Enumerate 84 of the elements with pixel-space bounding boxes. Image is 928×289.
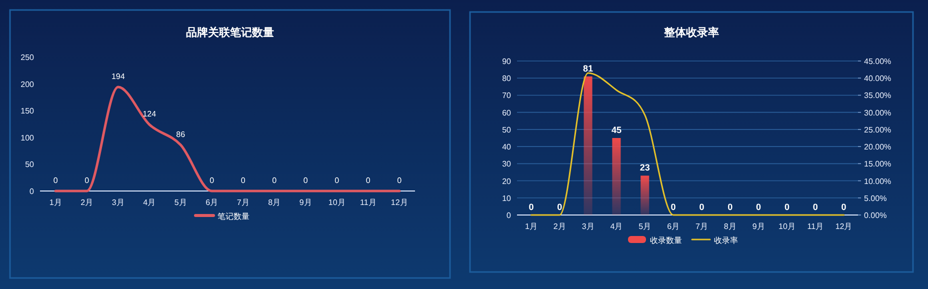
x-tick-label: 4月 (143, 198, 156, 207)
x-tick-label: 5月 (638, 222, 652, 231)
chart-title: 品牌关联笔记数量 (186, 26, 274, 39)
y-tick-label: 60 (502, 108, 512, 118)
x-tick-label: 4月 (610, 222, 623, 231)
legend-label: 笔记数量 (218, 212, 250, 221)
y-tick-label: 40 (502, 142, 512, 152)
y2-tick-label: 45.00% (864, 57, 892, 66)
y2-tick-label: 0.00% (864, 211, 887, 220)
y-tick-label: 250 (20, 53, 35, 62)
x-tick-label: 9月 (752, 222, 765, 231)
x-tick-label: 6月 (206, 198, 218, 207)
x-tick-label: 1月 (49, 198, 62, 207)
data-label: 0 (756, 202, 762, 212)
data-label: 0 (53, 176, 58, 185)
data-label: 45 (611, 125, 622, 135)
y-tick-label: 0 (30, 187, 35, 196)
data-label: 0 (670, 202, 676, 212)
data-label: 86 (176, 130, 186, 139)
y2-tick-label: 20.00% (864, 142, 892, 152)
y2-tick-label: 30.00% (864, 108, 892, 118)
data-label: 0 (366, 176, 371, 185)
x-tick-label: 5月 (174, 198, 187, 207)
data-label: 0 (699, 202, 704, 212)
y-tick-label: 50 (25, 160, 35, 170)
y2-tick-label: 15.00% (864, 160, 892, 169)
data-label: 0 (728, 202, 733, 212)
data-label: 81 (583, 63, 594, 74)
y-tick-label: 70 (502, 91, 512, 100)
data-label: 0 (84, 176, 90, 185)
x-tick-label: 11月 (807, 222, 824, 231)
data-label: 0 (812, 202, 818, 212)
data-label: 0 (841, 202, 846, 212)
y2-tick-label: 5.00% (864, 194, 887, 203)
x-tick-label: 2月 (553, 222, 566, 231)
bar (584, 76, 592, 215)
x-tick-label: 12月 (835, 222, 852, 231)
x-tick-label: 9月 (299, 198, 312, 207)
x-tick-label: 3月 (582, 222, 594, 231)
data-label: 0 (557, 202, 562, 212)
data-label: 23 (640, 162, 650, 173)
y-tick-label: 150 (20, 106, 35, 116)
x-tick-label: 3月 (112, 198, 124, 207)
legend-label: 收录数量 (650, 236, 682, 245)
data-label: 194 (111, 72, 126, 82)
y-tick-label: 100 (20, 133, 35, 142)
y-tick-label: 0 (506, 211, 512, 220)
y2-tick-label: 10.00% (864, 176, 892, 186)
data-label: 0 (784, 202, 790, 212)
x-tick-label: 10月 (328, 198, 346, 207)
y-tick-label: 10 (502, 194, 512, 203)
data-label: 0 (272, 176, 278, 185)
data-label: 0 (303, 176, 308, 185)
x-tick-label: 10月 (778, 222, 796, 231)
y-tick-label: 50 (502, 125, 512, 134)
legend-label: 收录率 (714, 236, 738, 245)
bar (612, 138, 621, 215)
y-tick-label: 90 (502, 57, 512, 66)
y2-tick-label: 40.00% (864, 74, 892, 84)
x-tick-label: 7月 (695, 222, 708, 231)
data-label: 0 (528, 202, 534, 212)
data-label: 0 (334, 176, 340, 185)
y-tick-label: 80 (502, 74, 512, 84)
y2-tick-label: 35.00% (864, 91, 892, 100)
y-tick-label: 30 (502, 160, 512, 169)
bar (640, 176, 650, 215)
x-tick-label: 11月 (360, 198, 376, 207)
y-tick-label: 200 (20, 80, 35, 89)
data-label: 0 (397, 176, 402, 185)
x-tick-label: 8月 (724, 222, 736, 231)
legend: 笔记数量 (194, 212, 250, 221)
x-tick-label: 1月 (524, 222, 538, 231)
data-label: 0 (240, 176, 246, 185)
data-label: 0 (210, 176, 215, 185)
line-series (54, 86, 401, 192)
y2-tick-label: 25.00% (864, 125, 892, 134)
data-label: 124 (142, 110, 157, 119)
x-tick-label: 2月 (80, 198, 94, 207)
x-tick-label: 12月 (390, 198, 408, 207)
x-tick-label: 6月 (667, 222, 680, 231)
y-tick-label: 20 (502, 176, 512, 186)
x-tick-label: 7月 (236, 198, 250, 207)
chart-title: 整体收录率 (663, 26, 719, 39)
x-tick-label: 8月 (268, 198, 281, 207)
